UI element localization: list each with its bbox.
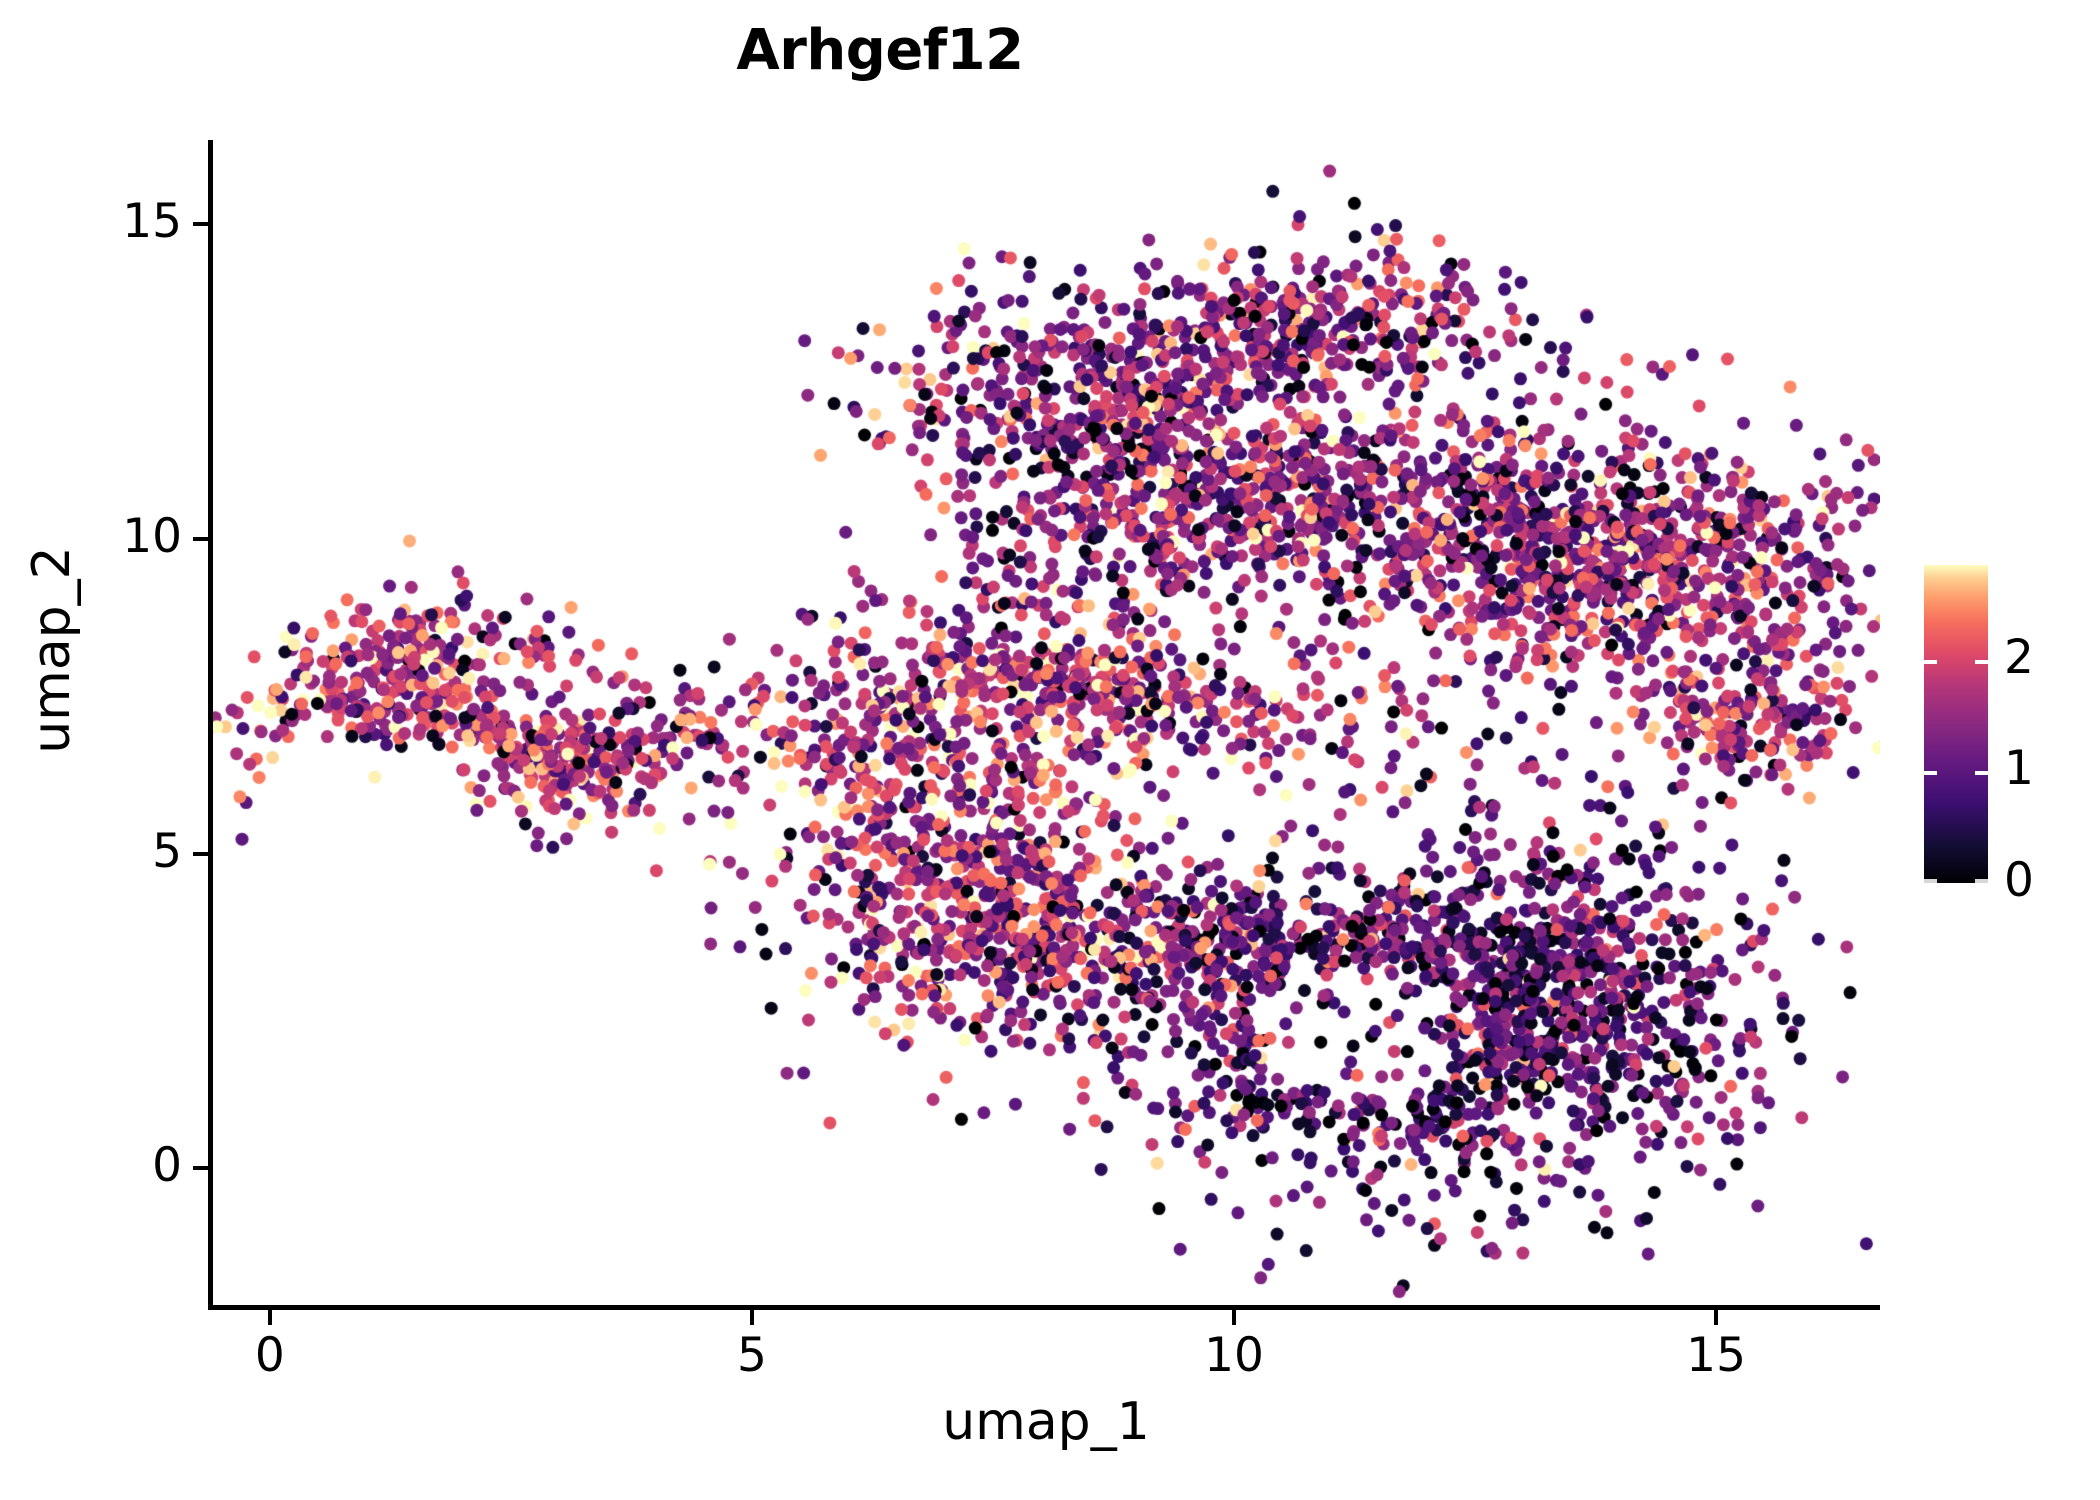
scatter-plot-axes <box>212 142 1880 1307</box>
y-tick-label: 10 <box>122 508 182 564</box>
y-tick-mark <box>193 221 208 226</box>
colorbar-gradient <box>1924 565 1988 883</box>
y-tick-mark <box>193 851 208 856</box>
colorbar-tick-mark <box>1975 659 1988 664</box>
colorbar-tick-mark <box>1975 771 1988 776</box>
x-tick-mark <box>1232 1310 1236 1325</box>
x-tick-label: 5 <box>736 1328 767 1383</box>
y-tick-label: 15 <box>122 193 182 249</box>
colorbar-tick-label: 2 <box>2004 629 2034 685</box>
x-tick-label: 15 <box>1686 1328 1746 1383</box>
colorbar-tick-mark <box>1924 879 1937 883</box>
x-tick-mark <box>1714 1310 1719 1325</box>
colorbar <box>1924 565 1988 883</box>
y-tick-mark <box>193 1166 208 1171</box>
x-axis-spine <box>208 1305 1880 1310</box>
page-title: Arhgef12 <box>736 18 1024 83</box>
colorbar-tick-mark <box>1975 879 1988 883</box>
x-axis-label: umap_1 <box>942 1392 1150 1452</box>
colorbar-tick-label: 0 <box>2004 853 2034 908</box>
x-tick-mark <box>267 1310 272 1325</box>
y-axis-label: umap_2 <box>22 546 82 754</box>
y-tick-label: 5 <box>152 823 182 879</box>
colorbar-tick-label: 1 <box>2004 741 2034 797</box>
colorbar-tick-mark <box>1924 659 1937 664</box>
scatter-points-layer <box>212 142 1880 1307</box>
x-tick-mark <box>749 1310 754 1325</box>
y-tick-mark <box>193 536 208 541</box>
y-tick-label: 0 <box>152 1138 182 1194</box>
colorbar-tick-mark <box>1924 771 1937 776</box>
x-tick-label: 0 <box>254 1328 285 1383</box>
x-tick-label: 10 <box>1204 1328 1264 1383</box>
y-axis-spine <box>208 140 213 1310</box>
